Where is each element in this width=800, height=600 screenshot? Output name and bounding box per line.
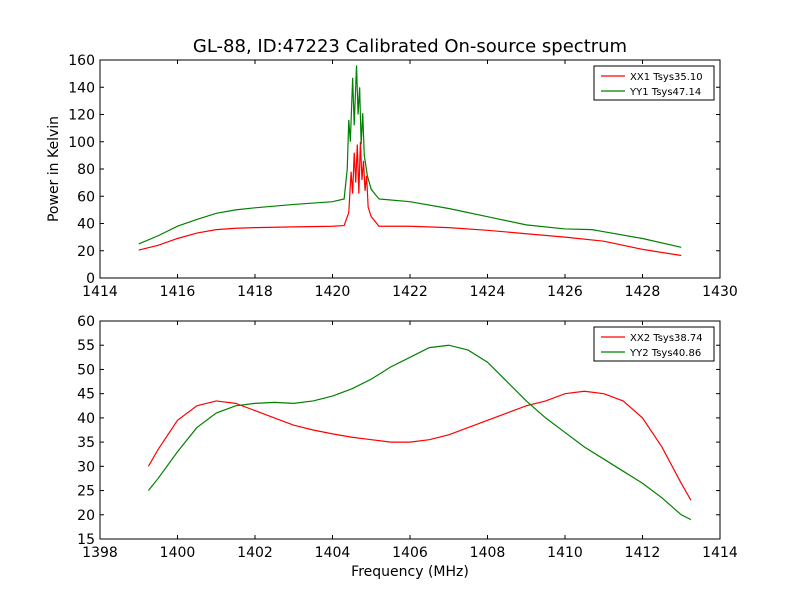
bottom-x-tick-label: 1400 <box>160 545 196 561</box>
top-x-tick-label: 1430 <box>702 284 738 300</box>
bottom-y-tick-label: 40 <box>77 411 95 427</box>
bottom-series-line-2 <box>147 344 692 521</box>
top-panel: 1414 1416 1418 1420 1422 1424 1426 1428 1430 0 20 4… <box>46 53 738 300</box>
bottom-legend-entry: YY2 Tsys40.86 <box>629 348 701 359</box>
top-y-tick-label: 0 <box>86 271 95 287</box>
bottom-x-tick-label: 1408 <box>470 545 506 561</box>
top-x-tick-label: 1418 <box>237 284 273 300</box>
bottom-y-tick-label: 20 <box>77 508 95 524</box>
chart-title: GL-88, ID:47223 Calibrated On-source spe… <box>193 36 627 57</box>
top-legend-entry: XX1 Tsys35.10 <box>630 72 703 83</box>
bottom-x-tick-label: 1410 <box>547 545 583 561</box>
bottom-y-tick-label: 50 <box>77 362 95 378</box>
top-y-tick-label: 160 <box>68 53 95 69</box>
bottom-y-tick-label: 55 <box>77 338 95 354</box>
top-y-tick-label: 120 <box>68 108 95 124</box>
bottom-x-axis-label: Frequency (MHz) <box>351 564 469 580</box>
bottom-x-tick-label: 1402 <box>237 545 273 561</box>
bottom-x-tick-label: 1406 <box>392 545 428 561</box>
top-y-tick-label: 40 <box>77 217 95 233</box>
top-series-line-1 <box>138 141 682 257</box>
top-x-tick-label: 1414 <box>82 284 118 300</box>
bottom-x-tick-label: 1404 <box>315 545 351 561</box>
top-x-tick-label: 1420 <box>315 284 351 300</box>
top-x-tick-label: 1426 <box>547 284 583 300</box>
top-y-tick-label: 20 <box>77 244 95 260</box>
bottom-legend-entry: XX2 Tsys38.74 <box>630 333 703 344</box>
bottom-y-tick-label: 60 <box>77 314 95 330</box>
top-x-tick-label: 1416 <box>160 284 196 300</box>
top-x-tick-label: 1422 <box>392 284 428 300</box>
bottom-y-tick-label: 35 <box>77 435 95 451</box>
bottom-x-tick-label: 1412 <box>625 545 661 561</box>
top-x-tick-label: 1428 <box>625 284 661 300</box>
bottom-y-tick-label: 30 <box>77 459 95 475</box>
bottom-panel: 1398 1400 1402 1404 1406 1408 1410 1412 1414 15 20… <box>77 314 738 580</box>
bottom-y-tick-label: 45 <box>77 387 95 403</box>
top-legend <box>593 65 715 101</box>
top-y-tick-label: 100 <box>68 135 95 151</box>
top-series-line-2 <box>138 65 682 248</box>
top-y-axis-label: Power in Kelvin <box>46 116 62 222</box>
bottom-legend <box>593 326 715 362</box>
top-y-tick-label: 140 <box>68 80 95 96</box>
bottom-y-tick-label: 15 <box>77 532 95 548</box>
top-y-tick-label: 80 <box>77 162 95 178</box>
bottom-y-tick-label: 25 <box>77 484 95 500</box>
top-y-tick-label: 60 <box>77 189 95 205</box>
bottom-x-tick-label: 1414 <box>702 545 738 561</box>
bottom-series-line-1 <box>147 390 692 501</box>
top-legend-entry: YY1 Tsys47.14 <box>629 87 701 98</box>
top-x-tick-label: 1424 <box>470 284 506 300</box>
bottom-x-tick-label: 1398 <box>82 545 118 561</box>
